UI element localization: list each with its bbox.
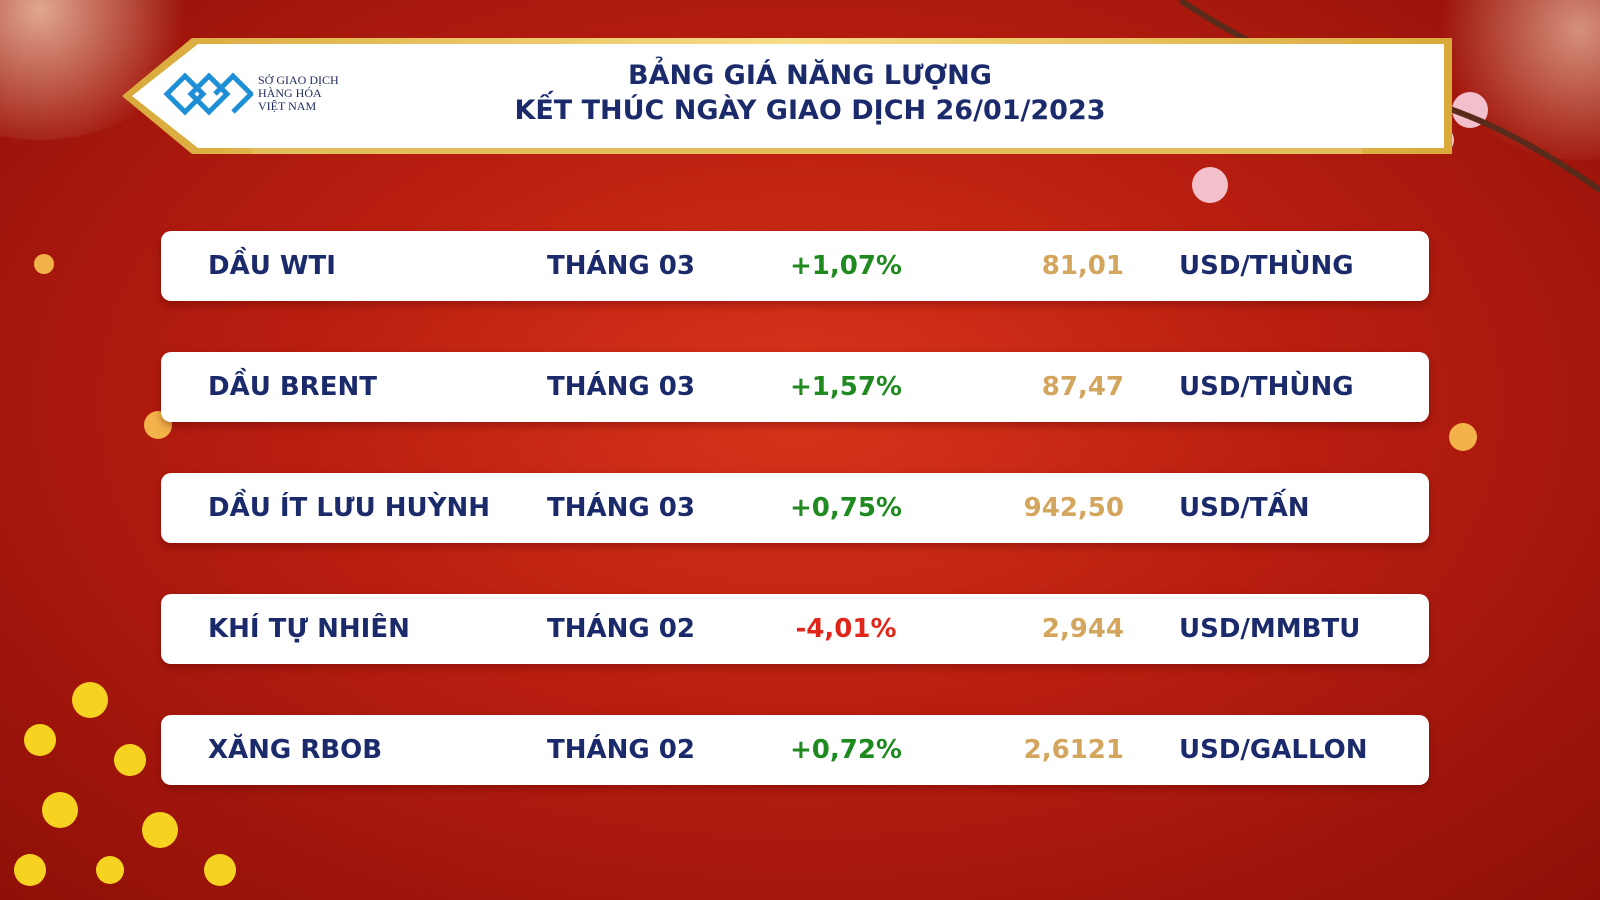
contract-month: THÁNG 03 xyxy=(547,493,695,523)
commodity: DẦU WTI xyxy=(208,251,336,281)
commodity: DẦU ÍT LƯU HUỲNH xyxy=(208,493,491,523)
price: 2,6121 xyxy=(1023,735,1124,765)
price: 942,50 xyxy=(1023,493,1124,523)
unit: USD/GALLON xyxy=(1179,735,1368,765)
unit: USD/TẤN xyxy=(1179,493,1310,523)
contract-month: THÁNG 02 xyxy=(547,735,695,765)
title: KẾT THÚC NGÀY GIAO DỊCH 26/01/2023 xyxy=(514,95,1106,126)
commodity: DẦU BRENT xyxy=(208,372,377,402)
logo-text: VIỆT NAM xyxy=(258,99,317,113)
table-row: KHÍ TỰ NHIÊN THÁNG 02 -4,01% 2,944 USD/MMBTU xyxy=(161,594,1429,664)
unit: USD/MMBTU xyxy=(1179,614,1361,644)
change: -4,01% xyxy=(795,614,897,644)
commodity: XĂNG RBOB xyxy=(208,735,383,765)
logo xyxy=(163,72,253,116)
price: 2,944 xyxy=(1041,614,1124,644)
contract-month: THÁNG 02 xyxy=(547,614,695,644)
commodity: KHÍ TỰ NHIÊN xyxy=(208,614,410,644)
table-row: DẦU ÍT LƯU HUỲNH THÁNG 03 +0,75% 942,50 USD/… xyxy=(161,473,1429,543)
price: 81,01 xyxy=(1041,251,1124,281)
unit: USD/THÙNG xyxy=(1179,372,1354,402)
unit: USD/THÙNG xyxy=(1179,251,1354,281)
contract-month: THÁNG 03 xyxy=(547,372,695,402)
change: +1,57% xyxy=(790,372,902,402)
table-row: XĂNG RBOB THÁNG 02 +0,72% 2,6121 USD/GALLON xyxy=(161,715,1429,785)
logo-text: SỞ GIAO DỊCH xyxy=(258,73,339,87)
header-banner xyxy=(122,38,1452,154)
change: +0,72% xyxy=(790,735,902,765)
change: +0,75% xyxy=(790,493,902,523)
table-row: DẦU BRENT THÁNG 03 +1,57% 87,47 USD/THÙNG xyxy=(161,352,1429,422)
price: 87,47 xyxy=(1041,372,1124,402)
contract-month: THÁNG 03 xyxy=(547,251,695,281)
table-row: DẦU WTI THÁNG 03 +1,07% 81,01 USD/THÙNG xyxy=(161,231,1429,301)
logo-text: HÀNG HÓA xyxy=(258,86,322,100)
title: BẢNG GIÁ NĂNG LƯỢNG xyxy=(628,60,992,91)
change: +1,07% xyxy=(790,251,902,281)
